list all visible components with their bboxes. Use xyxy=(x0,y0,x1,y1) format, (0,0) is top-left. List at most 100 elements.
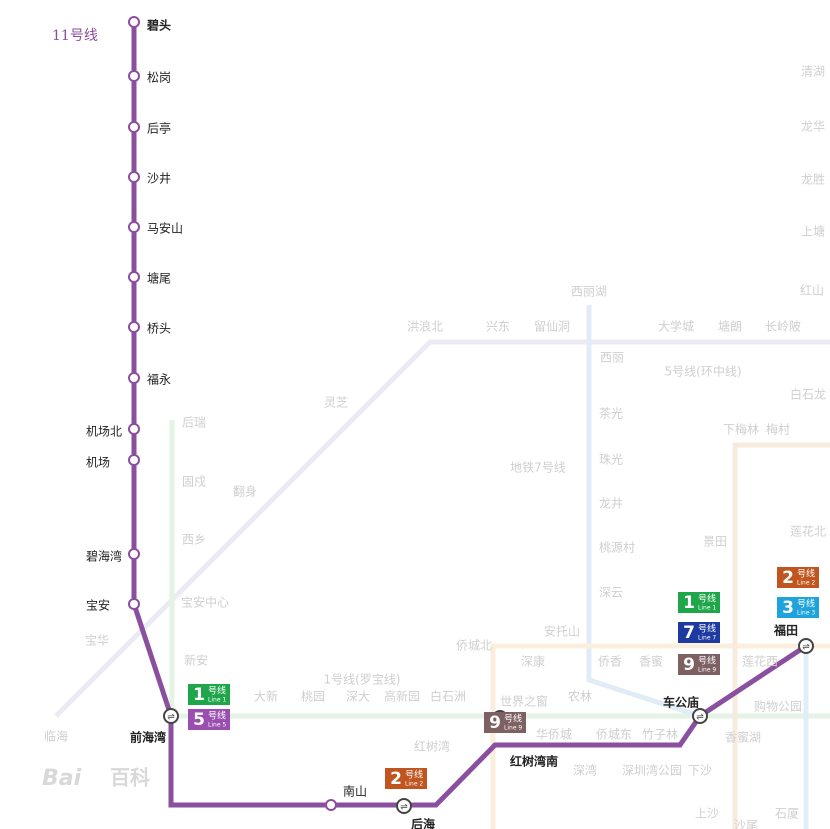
station xyxy=(128,121,140,133)
badge-english: Line 1 xyxy=(698,605,716,612)
station xyxy=(128,454,140,466)
watermark: 百科 xyxy=(110,766,150,790)
badge-english: Line 5 xyxy=(208,722,226,729)
background-label: 莲花北 xyxy=(790,524,826,539)
background-label: 5号线(环中线) xyxy=(665,364,742,379)
badge-number: 9 xyxy=(683,655,695,675)
background-label: 深云 xyxy=(599,586,623,600)
transfer-icon: ⇌ xyxy=(696,713,704,723)
transfer-icon: ⇌ xyxy=(802,643,810,653)
background-label: 新安 xyxy=(184,653,208,668)
station xyxy=(128,598,140,610)
transfer-station xyxy=(396,798,412,814)
background-label: 香蜜 xyxy=(639,654,663,669)
background-label: 1号线(罗宝线) xyxy=(324,673,401,687)
station xyxy=(128,548,140,560)
background-label: 西丽 xyxy=(600,351,624,365)
background-label: 香蜜湖 xyxy=(725,730,761,745)
line-1 xyxy=(169,420,830,719)
background-label: 下梅林 xyxy=(723,422,759,437)
background-label: 购物公园 xyxy=(754,699,802,714)
station-name: 松岗 xyxy=(147,71,171,85)
badge-number: 5 xyxy=(193,710,205,730)
badge-box xyxy=(678,654,720,675)
badge-box xyxy=(484,712,526,733)
station xyxy=(128,70,140,82)
background-label: 留仙洞 xyxy=(534,320,570,334)
badge-unit: 号线 xyxy=(208,685,226,697)
line-label: 11号线 xyxy=(52,28,98,44)
background-label: 大学城 xyxy=(658,319,694,334)
background-label: 龙井 xyxy=(599,497,623,511)
transfer-icon: ⇌ xyxy=(400,803,408,813)
badge-number: 2 xyxy=(390,769,402,789)
background-label: 莲花西 xyxy=(742,654,778,669)
badge-number: 3 xyxy=(782,598,794,618)
background-label: 红树湾 xyxy=(414,739,450,754)
station xyxy=(128,171,140,183)
station-name: 碧海湾 xyxy=(86,549,122,564)
badge-box xyxy=(385,768,427,789)
background-label: 世界之窗 xyxy=(500,695,548,709)
station-name: 机场北 xyxy=(86,425,122,439)
background-label: 白石龙 xyxy=(790,387,826,402)
badge-number: 1 xyxy=(193,685,205,705)
badge-english: Line 1 xyxy=(208,697,226,704)
badge-unit: 号线 xyxy=(698,593,716,605)
line-9 xyxy=(490,643,830,829)
background-label: 桃源村 xyxy=(599,540,635,555)
station-name: 马安山 xyxy=(147,221,183,236)
badge-unit: 号线 xyxy=(504,713,522,725)
background-label: 西丽湖 xyxy=(571,284,607,299)
background-label: 后瑞 xyxy=(182,416,206,430)
station-name: 宝安 xyxy=(86,598,110,613)
badge-number: 9 xyxy=(489,713,501,733)
station-name: 碧头 xyxy=(146,18,171,33)
background-label: 下沙 xyxy=(688,764,712,778)
badge-english: Line 2 xyxy=(797,580,815,587)
badge-english: Line 9 xyxy=(698,667,716,674)
station-name: 机场 xyxy=(86,456,110,470)
background-lines xyxy=(54,305,830,829)
badge-box xyxy=(678,592,720,613)
background-label: 龙胜 xyxy=(801,172,825,187)
badge-english: Line 7 xyxy=(698,635,716,642)
background-label: 桃园 xyxy=(301,689,325,704)
station-name: 福永 xyxy=(147,372,171,387)
background-label: 深大 xyxy=(346,690,370,704)
station xyxy=(128,221,140,233)
background-label: 宝华 xyxy=(85,634,109,648)
line-7 xyxy=(586,305,701,719)
badge-unit: 号线 xyxy=(797,568,815,580)
background-label: 高新园 xyxy=(384,689,420,704)
background-label: 梅村 xyxy=(766,422,790,437)
background-label: 石厦 xyxy=(775,807,799,821)
badge-unit: 号线 xyxy=(698,655,716,667)
background-label: 农林 xyxy=(568,690,592,704)
station-name: 南山 xyxy=(343,784,367,799)
background-label: 临海 xyxy=(44,729,68,744)
background-label: 上沙 xyxy=(695,807,719,821)
background-label: 侨城北 xyxy=(456,639,492,653)
transfer-station xyxy=(163,708,179,724)
station xyxy=(128,321,140,333)
background-label: 深康 xyxy=(521,654,545,669)
watermark: Bai xyxy=(42,766,82,791)
background-label: 安托山 xyxy=(544,624,580,639)
station-name: 福田 xyxy=(773,623,798,638)
background-label: 侨城东 xyxy=(596,728,632,742)
badge-english: Line 2 xyxy=(405,781,423,788)
station-name: 沙井 xyxy=(147,172,171,186)
background-label: 大新 xyxy=(254,689,278,704)
station-name: 塘尾 xyxy=(147,271,171,286)
background-label: 上塘 xyxy=(801,224,825,239)
badge-number: 1 xyxy=(683,593,695,613)
background-label: 深湾 xyxy=(573,763,597,778)
